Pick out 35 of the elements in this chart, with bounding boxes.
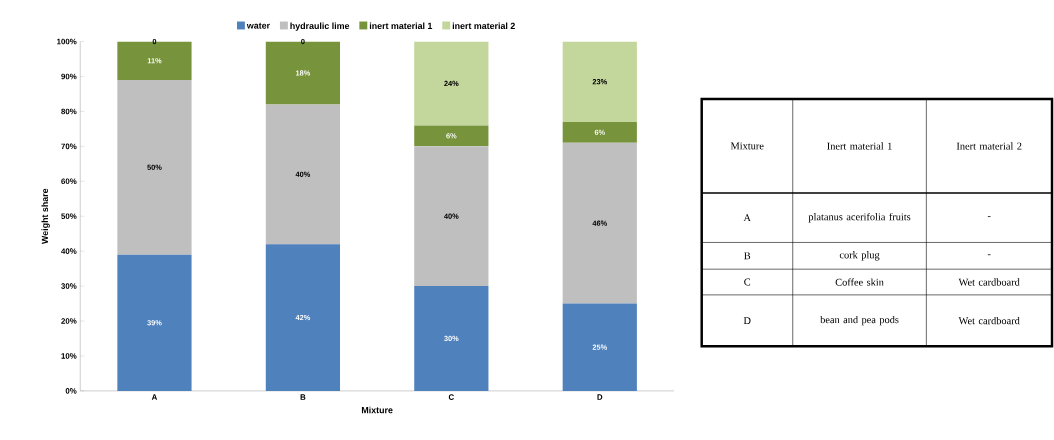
text: Inert material 2 — [956, 142, 1022, 150]
legend-label: water — [246, 22, 270, 29]
text: B — [744, 252, 751, 260]
bar — [414, 125, 489, 147]
bar — [414, 146, 489, 286]
text: Wet cardboard — [958, 278, 1020, 286]
legend-label: inert material 1 — [369, 22, 433, 29]
text: Coffee skin — [835, 278, 884, 286]
bar — [265, 41, 341, 105]
bar — [562, 41, 637, 122]
bar — [265, 243, 341, 391]
text: cork plug — [839, 250, 880, 261]
bar — [562, 142, 637, 304]
bar — [117, 254, 192, 391]
bar — [117, 41, 192, 80]
y-axis-title: Weight share — [41, 188, 50, 244]
bar — [414, 41, 489, 126]
text: C — [744, 278, 751, 286]
bar — [562, 303, 637, 391]
text: A — [743, 214, 751, 221]
bar — [265, 104, 341, 244]
text: platanus acerifolia fruits — [808, 212, 911, 223]
text: Mixture — [730, 142, 764, 150]
text: - — [987, 254, 991, 255]
x-axis-title: Mixture — [361, 406, 393, 414]
text: D — [743, 317, 751, 324]
legend-label: hydraulic lime — [290, 22, 350, 31]
text: bean and pea pods — [820, 315, 899, 326]
bar — [117, 79, 192, 255]
text: Wet cardboard — [958, 316, 1020, 325]
bar — [562, 121, 637, 143]
text: - — [987, 216, 991, 217]
bar — [414, 285, 489, 391]
legend-label: inert material 2 — [452, 22, 515, 29]
text: Inert material 1 — [827, 142, 892, 150]
